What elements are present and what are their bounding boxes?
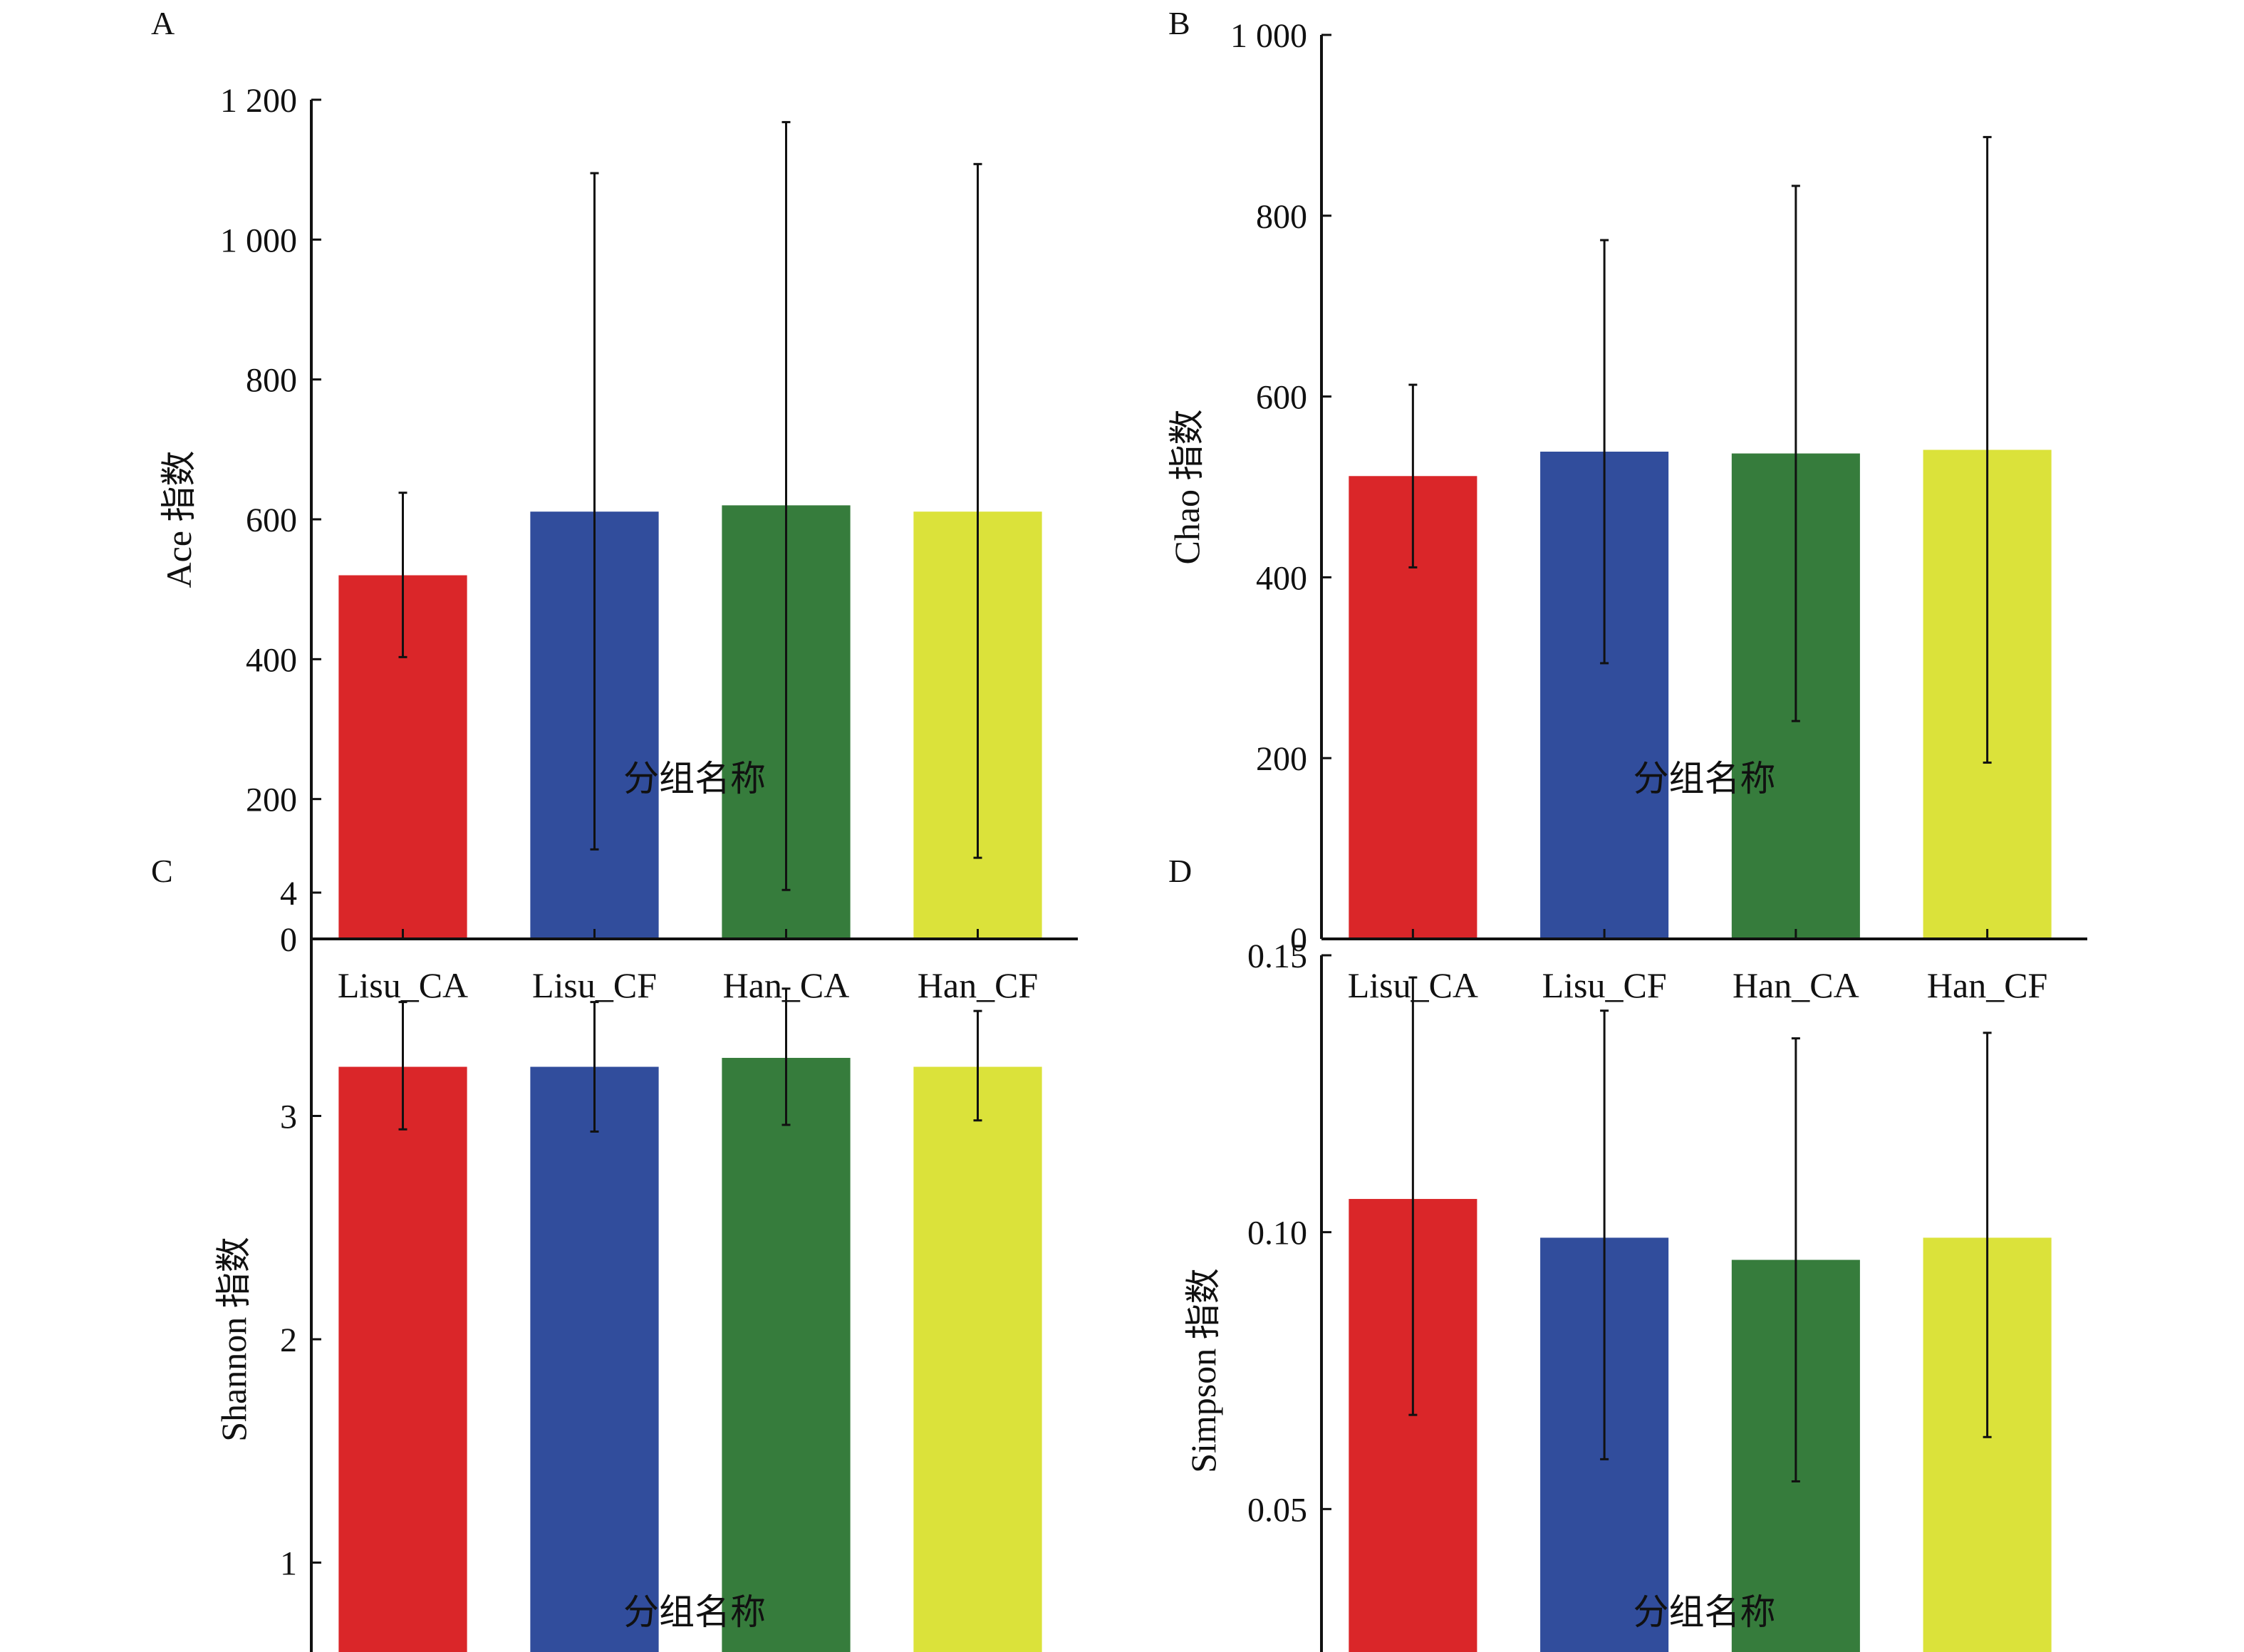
x-axis-title: 分组名称 <box>1633 1592 1776 1632</box>
x-axis-title: 分组名称 <box>623 1592 766 1632</box>
y-tick-label: 0.10 <box>1247 1215 1307 1252</box>
y-tick-label: 0 <box>1290 921 1307 959</box>
y-tick-label: 200 <box>246 781 297 819</box>
y-tick-label: 2 <box>280 1321 297 1359</box>
panel-letter: D <box>1168 853 1192 889</box>
y-tick-label: 0.15 <box>1247 937 1307 975</box>
x-axis-title: 分组名称 <box>1633 759 1776 799</box>
panel-letter: B <box>1168 5 1190 41</box>
y-tick-label: 400 <box>1256 559 1307 597</box>
y-tick-label: 1 <box>280 1545 297 1583</box>
x-tick-label: Lisu_CF <box>532 965 657 1005</box>
x-tick-label: Lisu_CF <box>1542 965 1667 1005</box>
x-tick-label: Han_CF <box>1927 965 2047 1005</box>
bar-han-cf <box>913 1066 1042 1652</box>
panel-c: CLisu_CALisu_CFHan_CAHan_CF01234Shannon … <box>151 853 1042 1652</box>
y-tick-label: 600 <box>246 502 297 539</box>
panel-letter: C <box>151 853 173 889</box>
y-axis-title: Simpson 指数 <box>1183 1268 1223 1473</box>
y-tick-label: 800 <box>246 362 297 400</box>
y-tick-label: 1 200 <box>220 82 297 120</box>
y-tick-label: 600 <box>1256 379 1307 417</box>
bar-lisu-ca <box>338 1066 467 1652</box>
y-tick-label: 200 <box>1256 740 1307 778</box>
y-tick-label: 3 <box>280 1098 297 1136</box>
panel-d: DLisu_CALisu_CFHan_CAHan_CF00.050.100.15… <box>1168 853 2052 1652</box>
bar-han-ca <box>722 1057 851 1652</box>
y-axis-title: Shannon 指数 <box>214 1237 254 1442</box>
y-axis-title: Ace 指数 <box>159 451 199 588</box>
y-tick-label: 400 <box>246 641 297 679</box>
x-tick-label: Han_CA <box>1733 965 1859 1005</box>
y-tick-label: 1 000 <box>220 222 297 259</box>
x-axis-title: 分组名称 <box>623 759 766 799</box>
y-tick-label: 0.05 <box>1247 1491 1307 1529</box>
x-tick-label: Han_CF <box>918 965 1038 1005</box>
bar-lisu-cf <box>530 1066 659 1652</box>
y-axis-title: Chao 指数 <box>1167 409 1207 564</box>
y-tick-label: 4 <box>280 875 297 913</box>
panel-letter: A <box>151 5 175 41</box>
y-tick-label: 1 000 <box>1230 17 1307 55</box>
y-tick-label: 0 <box>280 921 297 959</box>
x-tick-label: Lisu_CA <box>338 965 468 1005</box>
y-tick-label: 800 <box>1256 198 1307 236</box>
